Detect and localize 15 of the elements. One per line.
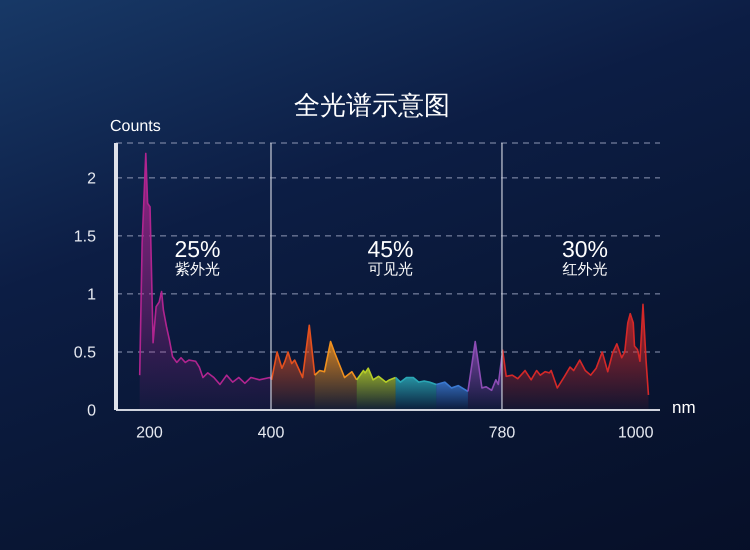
y-tick-label: 0.5 [74, 344, 96, 362]
y-tick-label: 2 [87, 170, 96, 188]
x-tick-label: 780 [488, 424, 516, 442]
x-axis-title: nm [672, 398, 696, 418]
annotation: 45% 可见光 [367, 236, 414, 279]
y-tick-label: 1.5 [74, 228, 96, 246]
y-tick-label: 1 [87, 286, 96, 304]
annotation: 30% 红外光 [562, 236, 608, 279]
x-tick-label: 400 [258, 424, 284, 442]
chart-title: 全光谱示意图 [294, 90, 450, 120]
x-tick-label: 1000 [618, 424, 654, 442]
annotation: 25% 紫外光 [174, 236, 221, 279]
y-tick-label: 0 [87, 402, 96, 420]
x-tick-label: 200 [136, 424, 163, 442]
y-axis-title: Counts [110, 118, 161, 136]
